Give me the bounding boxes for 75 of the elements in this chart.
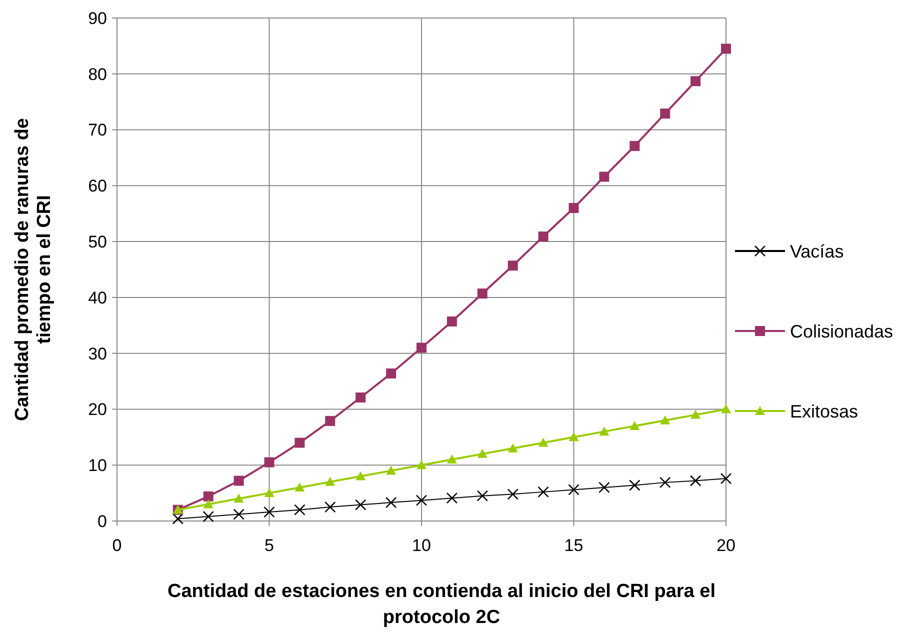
point <box>416 460 426 470</box>
point <box>630 420 640 430</box>
point <box>234 476 244 486</box>
x-axis-title: Cantidad de estaciones en contienda al inicio del CRI para el protocolo 2C <box>168 581 716 628</box>
point <box>630 140 640 151</box>
point <box>264 457 274 468</box>
y-tick-label: 40 <box>88 288 107 308</box>
x-tick-label: 0 <box>112 536 122 555</box>
point <box>203 491 214 502</box>
point <box>477 448 488 458</box>
point <box>356 471 366 480</box>
x-tick-label: 20 <box>716 536 736 555</box>
point <box>507 488 518 500</box>
point <box>599 172 610 182</box>
point <box>538 486 549 498</box>
point <box>294 504 306 516</box>
point <box>386 368 396 378</box>
point <box>446 316 457 326</box>
point <box>659 476 671 488</box>
point <box>264 506 275 518</box>
legend-label: Vacías <box>790 241 844 262</box>
point <box>202 510 214 522</box>
point <box>690 475 702 486</box>
y-tick-label: 90 <box>88 8 107 28</box>
point <box>568 203 579 214</box>
point <box>325 476 336 486</box>
point <box>598 482 610 494</box>
point <box>508 260 518 271</box>
y-axis-title: Cantidad promedio de ranuras de tiempo en el CRI <box>12 118 55 421</box>
point <box>660 415 670 424</box>
point <box>629 480 640 491</box>
y-tick-label: 20 <box>88 400 107 420</box>
point <box>325 416 336 426</box>
point <box>599 426 610 436</box>
point <box>356 392 366 402</box>
y-tick-label: 30 <box>88 344 107 364</box>
y-tick-label: 50 <box>88 232 107 252</box>
point <box>385 496 397 508</box>
point <box>446 492 458 504</box>
point <box>477 288 488 299</box>
y-tick-label: 60 <box>88 176 107 196</box>
legend-label: Exitosas <box>790 401 858 422</box>
point <box>354 499 366 510</box>
point <box>264 488 274 498</box>
point <box>690 76 701 86</box>
point <box>294 438 305 448</box>
point <box>720 472 732 484</box>
legend-label: Colisionadas <box>790 321 894 342</box>
point <box>690 410 701 419</box>
point <box>233 508 244 520</box>
point <box>538 438 548 447</box>
point <box>538 232 548 242</box>
point <box>416 494 428 506</box>
point <box>660 108 670 119</box>
point <box>568 432 579 442</box>
point <box>386 466 396 475</box>
point <box>294 482 305 492</box>
point <box>721 44 731 54</box>
point <box>416 342 426 353</box>
point <box>324 501 336 513</box>
y-tick-label: 0 <box>98 512 107 531</box>
point <box>172 513 184 524</box>
x-tick-label: 10 <box>412 536 431 555</box>
point <box>203 499 214 508</box>
point <box>508 443 518 452</box>
point <box>446 454 457 464</box>
x-tick-label: 15 <box>564 536 584 555</box>
y-tick-label: 10 <box>88 456 107 476</box>
point <box>476 490 488 502</box>
y-tick-label: 70 <box>88 120 107 140</box>
point <box>568 484 580 496</box>
x-tick-label: 5 <box>264 536 274 555</box>
point <box>234 494 244 503</box>
point <box>721 404 731 414</box>
y-tick-label: 80 <box>88 64 107 84</box>
